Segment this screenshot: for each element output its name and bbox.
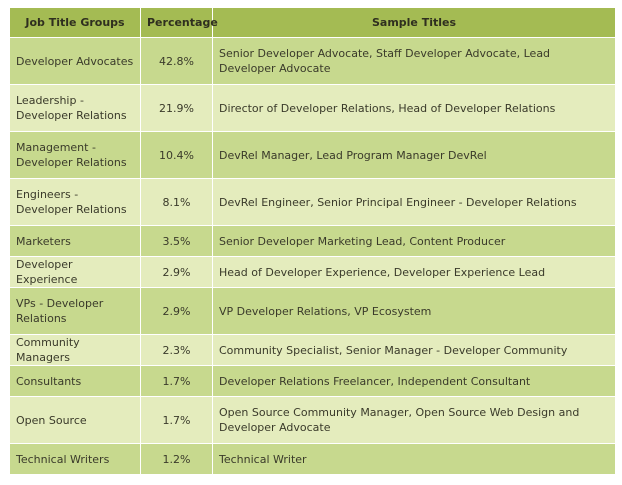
group-cell: Consultants [9,365,141,397]
titles-cell: Developer Relations Freelancer, Independ… [212,365,616,397]
group-cell: VPs - Developer Relations [9,287,141,335]
table-row: Leadership - Developer Relations 21.9% Dir… [9,84,616,132]
percentage-cell: 2.9% [140,256,213,288]
titles-cell: Senior Developer Advocate, Staff Develop… [212,37,616,85]
job-title-table: Job Title Groups Percentage Sample Title… [9,7,616,475]
titles-cell: Director of Developer Relations, Head of… [212,84,616,132]
titles-cell: Head of Developer Experience, Developer … [212,256,616,288]
percentage-cell: 1.7% [140,365,213,397]
table-body: Developer Advocates 42.8% Senior Developer… [9,37,616,475]
table-header: Job Title Groups Percentage Sample Title… [9,7,616,38]
table-row: Developer Advocates 42.8% Senior Developer… [9,37,616,85]
percentage-cell: 3.5% [140,225,213,257]
table-row: Open Source 1.7% Open Source Community Man… [9,396,616,444]
titles-cell: Senior Developer Marketing Lead, Content… [212,225,616,257]
group-cell: Marketers [9,225,141,257]
titles-cell: DevRel Manager, Lead Program Manager Dev… [212,131,616,179]
header-cell: Percentage [140,7,218,38]
table-row: Technical Writers 1.2% Technical Writer [9,443,616,475]
percentage-cell: 2.9% [140,287,213,335]
percentage-cell: 10.4% [140,131,213,179]
percentage-cell: 1.7% [140,396,213,444]
titles-cell: DevRel Engineer, Senior Principal Engine… [212,178,616,226]
titles-cell: Open Source Community Manager, Open Sour… [212,396,616,444]
titles-cell: VP Developer Relations, VP Ecosystem [212,287,616,335]
table-row: Marketers 3.5% Senior Developer Marketing … [9,225,616,257]
group-cell: Engineers - Developer Relations [9,178,141,226]
header-row: Job Title Groups Percentage Sample Title… [9,7,616,38]
group-cell: Developer Experience [9,256,141,288]
table-row: Engineers - Developer Relations 8.1% DevRe… [9,178,616,226]
table-row: Developer Experience 2.9% Head of Develope… [9,256,616,288]
table-row: Management - Developer Relations 10.4% Dev… [9,131,616,179]
group-cell: Technical Writers [9,443,141,475]
header-cell: Sample Titles [212,7,616,38]
group-cell: Community Managers [9,334,141,366]
table-row: Community Managers 2.3% Community Speciali… [9,334,616,366]
group-cell: Open Source [9,396,141,444]
percentage-cell: 21.9% [140,84,213,132]
percentage-cell: 1.2% [140,443,213,475]
group-cell: Management - Developer Relations [9,131,141,179]
percentage-cell: 8.1% [140,178,213,226]
group-cell: Leadership - Developer Relations [9,84,141,132]
percentage-cell: 42.8% [140,37,213,85]
table-row: VPs - Developer Relations 2.9% VP Develope… [9,287,616,335]
table-row: Consultants 1.7% Developer Relations Freel… [9,365,616,397]
titles-cell: Technical Writer [212,443,616,475]
group-cell: Developer Advocates [9,37,141,85]
header-cell: Job Title Groups [9,7,141,38]
titles-cell: Community Specialist, Senior Manager - D… [212,334,616,366]
percentage-cell: 2.3% [140,334,213,366]
